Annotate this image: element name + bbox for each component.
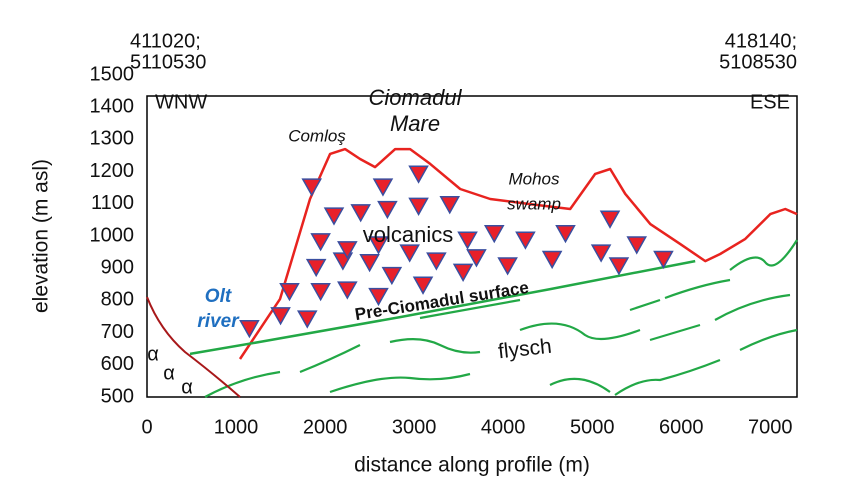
flysch-layer (629, 298, 661, 312)
annotation: 418140; (725, 30, 797, 52)
flysch-layer (549, 377, 611, 393)
annotation: swamp (507, 194, 561, 213)
volcanic-marker (412, 276, 434, 295)
y-tick-label: 500 (101, 385, 134, 407)
annotation: Olt (205, 286, 232, 307)
y-tick-label: 1000 (90, 224, 135, 246)
annotation: WNW (155, 91, 207, 113)
annotation: ESE (750, 91, 790, 113)
volcanic-marker (515, 231, 536, 250)
volcanic-marker (279, 282, 300, 302)
y-axis-title: elevation (m asl) (30, 159, 53, 313)
volcanic-marker (305, 258, 327, 278)
volcanic-marker (377, 200, 398, 220)
plot-frame (146, 95, 798, 398)
volcanic-marker (541, 250, 563, 270)
annotation: α (181, 376, 193, 398)
river-bank (146, 296, 241, 398)
x-tick-label: 5000 (570, 416, 615, 438)
flysch-layer (649, 323, 701, 342)
x-tick-label: 6000 (659, 416, 704, 438)
x-axis-title: distance along profile (m) (354, 454, 590, 477)
flysch-layer (519, 322, 641, 341)
volcanic-marker (337, 281, 358, 300)
annotation: volcanics (363, 222, 453, 247)
flysch-layer (299, 344, 361, 374)
flysch-layer (614, 358, 721, 396)
volcanic-marker (590, 244, 612, 263)
flysch-layer (389, 338, 481, 354)
x-tick-label: 3000 (392, 416, 437, 438)
volcanic-marker (408, 165, 429, 184)
y-tick-label: 1200 (90, 160, 135, 182)
flysch-layer (664, 278, 731, 300)
annotation: Pre-Ciomadul surface (354, 278, 531, 324)
x-tick-label: 0 (141, 416, 152, 438)
volcanic-marker (457, 231, 478, 250)
volcanic-marker (653, 250, 674, 270)
x-tick-label: 4000 (481, 416, 526, 438)
volcanic-marker (599, 210, 621, 229)
volcanic-marker (368, 236, 389, 255)
volcanic-marker (483, 225, 505, 244)
volcanic-marker (608, 257, 630, 276)
y-tick-label: 700 (101, 321, 134, 343)
annotation: 411020; (130, 30, 201, 52)
flysch-layer (329, 372, 471, 394)
flysch-layer (204, 370, 281, 398)
volcanic-marker (337, 241, 358, 260)
y-tick-label: 900 (101, 256, 134, 278)
flysch-layer (729, 239, 798, 271)
volcanic-marker (426, 252, 447, 271)
volcanic-marker (310, 233, 331, 252)
y-tick-label: 1500 (90, 63, 135, 85)
y-tick-label: 1100 (91, 192, 134, 214)
volcanic-marker (372, 178, 394, 197)
annotation: Comloş (288, 126, 346, 145)
volcanic-marker (296, 310, 318, 329)
y-tick-label: 1400 (90, 95, 135, 117)
profile-line (238, 147, 798, 360)
y-tick-label: 1300 (90, 128, 135, 150)
volcanic-marker (466, 249, 487, 268)
annotation: river (197, 311, 240, 332)
volcanic-marker (497, 257, 518, 276)
volcanic-marker (368, 287, 389, 307)
x-tick-label: 2000 (303, 416, 348, 438)
annotation: α (163, 362, 175, 384)
volcanic-marker (301, 178, 323, 197)
flysch-layer (739, 328, 798, 351)
volcanic-marker (310, 282, 331, 302)
volcanic-marker (555, 225, 576, 244)
volcanic-marker (270, 307, 291, 326)
volcanic-marker (359, 254, 380, 273)
profile-line (189, 259, 696, 356)
annotation: Ciomadul (369, 85, 463, 110)
volcanic-marker (408, 197, 429, 216)
volcanic-marker (399, 244, 420, 263)
volcanic-marker (323, 207, 345, 226)
annotation: 5108530 (719, 51, 797, 73)
y-tick-label: 800 (101, 289, 134, 311)
flysch-layer (714, 293, 791, 321)
x-tick-label: 7000 (748, 416, 793, 438)
flysch-layer (419, 298, 521, 320)
annotation: flysch (497, 335, 553, 363)
annotation: α (147, 343, 159, 365)
volcanic-marker (239, 320, 260, 339)
volcanic-marker (350, 204, 371, 223)
x-tick-label: 1000 (214, 416, 259, 438)
volcanic-marker (439, 196, 461, 215)
annotation: Mare (390, 111, 440, 136)
flysch-layers (204, 239, 798, 398)
volcanic-marker (452, 263, 474, 282)
volcanic-marker (626, 236, 648, 255)
annotation: 5110530 (130, 51, 206, 73)
annotation: Mohos (508, 169, 560, 188)
volcanic-marker (381, 266, 403, 286)
y-tick-label: 600 (101, 353, 134, 375)
